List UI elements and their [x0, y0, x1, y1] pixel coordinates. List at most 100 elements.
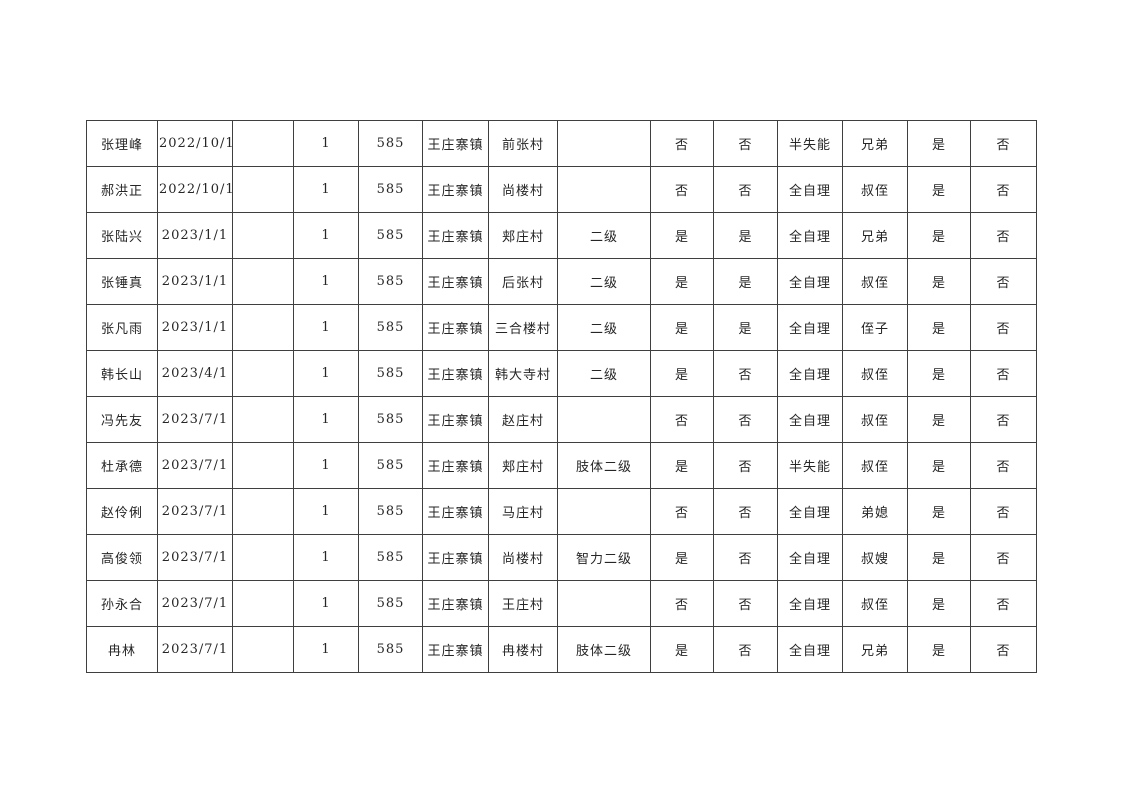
table-cell: 张理峰: [86, 120, 158, 167]
table-cell: 马庄村: [488, 488, 558, 535]
table-cell: 全自理: [777, 304, 843, 351]
table-cell: 585: [358, 534, 423, 581]
table-cell: [232, 258, 294, 305]
table-cell: 否: [713, 166, 778, 213]
table-cell: 2023/7/1: [157, 534, 233, 581]
table-cell: [232, 580, 294, 627]
table-cell: 否: [650, 488, 714, 535]
table-cell: 王庄寨镇: [422, 304, 489, 351]
table-cell: 全自理: [777, 258, 843, 305]
table-row: 张陆兴 2023/1/1 1 585 王庄寨镇 郏庄村 二级是是全自理 兄弟是否: [86, 212, 1037, 259]
table-cell: 尚楼村: [488, 534, 558, 581]
table-cell: 是: [907, 258, 971, 305]
records-table-body: 张理峰 2022/10/1 1 585 王庄寨镇 前张村否否半失能 兄弟是否郝洪正 2022/…: [86, 120, 1037, 673]
table-cell: [232, 488, 294, 535]
table-cell: 否: [970, 488, 1037, 535]
table-cell: 是: [907, 212, 971, 259]
table-cell: 王庄寨镇: [422, 166, 489, 213]
table-cell: 否: [713, 120, 778, 167]
table-cell: [232, 396, 294, 443]
table-cell: 王庄寨镇: [422, 120, 489, 167]
table-cell: 1: [293, 350, 359, 397]
table-cell: 肢体二级: [557, 626, 651, 673]
table-cell: 是: [907, 166, 971, 213]
table-cell: 张陆兴: [86, 212, 158, 259]
table-row: 孙永合 2023/7/1 1 585 王庄寨镇 王庄村否否全自理 叔侄是否: [86, 580, 1037, 627]
table-cell: [232, 120, 294, 167]
table-cell: 王庄寨镇: [422, 258, 489, 305]
table-cell: [232, 350, 294, 397]
table-cell: 585: [358, 166, 423, 213]
table-cell: [232, 534, 294, 581]
table-cell: 王庄寨镇: [422, 488, 489, 535]
table-cell: 是: [713, 304, 778, 351]
table-cell: 1: [293, 534, 359, 581]
table-cell: 是: [650, 304, 714, 351]
table-cell: 是: [907, 580, 971, 627]
table-cell: 否: [970, 626, 1037, 673]
table-cell: 全自理: [777, 396, 843, 443]
table-cell: 1: [293, 488, 359, 535]
records-table: 张理峰 2022/10/1 1 585 王庄寨镇 前张村否否半失能 兄弟是否郝洪正 2022/…: [86, 120, 1037, 673]
table-cell: 585: [358, 304, 423, 351]
table-row: 张凡雨 2023/1/1 1 585 王庄寨镇 三合楼村 二级是是全自理 侄子是否: [86, 304, 1037, 351]
table-cell: 585: [358, 212, 423, 259]
table-cell: 二级: [557, 304, 651, 351]
table-cell: [232, 166, 294, 213]
table-cell: 否: [650, 396, 714, 443]
table-cell: 否: [713, 488, 778, 535]
table-cell: 赵庄村: [488, 396, 558, 443]
table-cell: 侄子: [842, 304, 908, 351]
table-cell: [557, 166, 651, 213]
table-row: 韩长山 2023/4/1 1 585 王庄寨镇 韩大寺村 二级是否全自理 叔侄是否: [86, 350, 1037, 397]
table-cell: 二级: [557, 258, 651, 305]
table-cell: 否: [713, 350, 778, 397]
table-cell: 韩大寺村: [488, 350, 558, 397]
table-cell: 585: [358, 488, 423, 535]
table-cell: 否: [713, 442, 778, 489]
table-cell: 后张村: [488, 258, 558, 305]
table-cell: 王庄寨镇: [422, 442, 489, 489]
table-cell: 全自理: [777, 580, 843, 627]
table-cell: 张锤真: [86, 258, 158, 305]
table-cell: 全自理: [777, 212, 843, 259]
table-cell: 585: [358, 442, 423, 489]
table-cell: [232, 304, 294, 351]
table-cell: 否: [650, 166, 714, 213]
table-cell: 尚楼村: [488, 166, 558, 213]
table-cell: 叔嫂: [842, 534, 908, 581]
table-cell: 郏庄村: [488, 212, 558, 259]
table-cell: 是: [907, 534, 971, 581]
table-cell: 肢体二级: [557, 442, 651, 489]
table-cell: 否: [713, 580, 778, 627]
table-cell: 是: [907, 396, 971, 443]
table-cell: 是: [650, 258, 714, 305]
table-cell: 智力二级: [557, 534, 651, 581]
table-cell: 是: [650, 626, 714, 673]
table-cell: 冉楼村: [488, 626, 558, 673]
table-cell: 全自理: [777, 626, 843, 673]
table-cell: 否: [970, 258, 1037, 305]
table-cell: 全自理: [777, 350, 843, 397]
table-cell: 兄弟: [842, 120, 908, 167]
table-cell: 全自理: [777, 534, 843, 581]
table-cell: 否: [970, 396, 1037, 443]
table-row: 杜承德 2023/7/1 1 585 王庄寨镇 郏庄村 肢体二级是否半失能 叔侄是否: [86, 442, 1037, 489]
table-cell: 郏庄村: [488, 442, 558, 489]
table-cell: 叔侄: [842, 258, 908, 305]
table-cell: 是: [713, 258, 778, 305]
table-cell: 否: [650, 120, 714, 167]
table-cell: 三合楼村: [488, 304, 558, 351]
table-cell: 叔侄: [842, 350, 908, 397]
table-cell: 孙永合: [86, 580, 158, 627]
table-cell: 王庄寨镇: [422, 534, 489, 581]
table-cell: 杜承德: [86, 442, 158, 489]
table-cell: 2023/7/1: [157, 580, 233, 627]
table-cell: 王庄村: [488, 580, 558, 627]
table-row: 郝洪正 2022/10/1 1 585 王庄寨镇 尚楼村否否全自理 叔侄是否: [86, 166, 1037, 213]
table-row: 冯先友 2023/7/1 1 585 王庄寨镇 赵庄村否否全自理 叔侄是否: [86, 396, 1037, 443]
table-row: 张锤真 2023/1/1 1 585 王庄寨镇 后张村 二级是是全自理 叔侄是否: [86, 258, 1037, 305]
table-cell: 兄弟: [842, 626, 908, 673]
table-cell: 全自理: [777, 166, 843, 213]
table-cell: 否: [650, 580, 714, 627]
